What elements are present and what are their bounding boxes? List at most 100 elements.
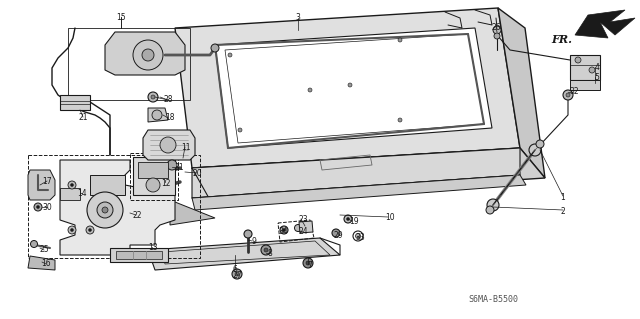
Circle shape <box>68 226 76 234</box>
Text: 3: 3 <box>296 13 300 23</box>
Polygon shape <box>28 170 55 200</box>
Text: 18: 18 <box>165 114 175 122</box>
Text: 1: 1 <box>561 194 565 203</box>
Text: 33: 33 <box>355 234 365 242</box>
Circle shape <box>398 38 402 42</box>
Circle shape <box>151 95 155 99</box>
Text: 13: 13 <box>148 243 158 253</box>
Circle shape <box>148 92 158 102</box>
Circle shape <box>536 140 544 148</box>
Text: 26: 26 <box>491 24 501 33</box>
Polygon shape <box>133 157 175 195</box>
Circle shape <box>589 67 595 73</box>
Circle shape <box>232 269 242 279</box>
Circle shape <box>332 229 340 237</box>
Circle shape <box>398 118 402 122</box>
Text: 32: 32 <box>569 87 579 97</box>
Circle shape <box>566 93 570 97</box>
Polygon shape <box>215 28 492 148</box>
Circle shape <box>244 230 252 238</box>
Text: 6: 6 <box>232 265 237 275</box>
Circle shape <box>97 202 113 218</box>
Circle shape <box>575 57 581 63</box>
Circle shape <box>308 88 312 92</box>
Text: 22: 22 <box>132 211 141 220</box>
Circle shape <box>34 203 42 211</box>
Polygon shape <box>192 148 520 198</box>
Text: 17: 17 <box>42 176 52 186</box>
Circle shape <box>261 245 271 255</box>
Circle shape <box>167 160 177 170</box>
Circle shape <box>486 206 494 214</box>
Text: 8: 8 <box>268 249 273 257</box>
Text: 20: 20 <box>192 169 202 179</box>
Polygon shape <box>570 55 600 80</box>
Circle shape <box>303 258 313 268</box>
Circle shape <box>487 199 499 211</box>
Polygon shape <box>105 32 185 75</box>
Polygon shape <box>170 200 215 225</box>
Text: 2: 2 <box>561 207 565 217</box>
Text: 25: 25 <box>39 246 49 255</box>
Text: 29: 29 <box>333 232 343 241</box>
Text: 19: 19 <box>349 218 359 226</box>
Circle shape <box>563 90 573 100</box>
Circle shape <box>86 226 94 234</box>
Circle shape <box>87 192 123 228</box>
Polygon shape <box>575 10 635 38</box>
Circle shape <box>494 33 500 39</box>
Text: 21: 21 <box>78 113 88 122</box>
Circle shape <box>294 225 301 232</box>
Circle shape <box>152 110 162 120</box>
Circle shape <box>238 128 242 132</box>
Circle shape <box>529 144 541 156</box>
Circle shape <box>228 53 232 57</box>
Circle shape <box>159 168 167 176</box>
Circle shape <box>264 248 268 252</box>
Polygon shape <box>60 155 175 255</box>
Text: 5: 5 <box>595 73 600 83</box>
Polygon shape <box>60 95 90 110</box>
Circle shape <box>211 44 219 52</box>
Polygon shape <box>175 8 520 168</box>
Polygon shape <box>570 80 600 90</box>
Polygon shape <box>110 248 168 262</box>
Text: 15: 15 <box>116 12 126 21</box>
Circle shape <box>348 83 352 87</box>
Text: 23: 23 <box>298 216 308 225</box>
Circle shape <box>493 26 501 34</box>
Circle shape <box>355 234 360 239</box>
Text: 16: 16 <box>41 259 51 269</box>
Polygon shape <box>138 162 168 178</box>
Polygon shape <box>148 108 168 122</box>
Circle shape <box>235 272 239 276</box>
Circle shape <box>306 261 310 265</box>
Polygon shape <box>299 221 313 233</box>
Text: 24: 24 <box>298 227 308 236</box>
Text: FR.: FR. <box>551 34 572 45</box>
Polygon shape <box>192 148 545 200</box>
Circle shape <box>36 205 40 209</box>
Circle shape <box>133 40 163 70</box>
Circle shape <box>102 207 108 213</box>
Circle shape <box>346 218 349 220</box>
Polygon shape <box>60 188 80 200</box>
Text: S6MA-B5500: S6MA-B5500 <box>468 295 518 305</box>
Polygon shape <box>143 130 195 160</box>
Circle shape <box>142 49 154 61</box>
Circle shape <box>88 228 92 232</box>
Circle shape <box>70 228 74 232</box>
Polygon shape <box>192 175 526 210</box>
Text: 30: 30 <box>42 203 52 211</box>
Text: 27: 27 <box>232 271 242 280</box>
Text: 31: 31 <box>174 164 184 173</box>
Circle shape <box>157 184 165 192</box>
Circle shape <box>146 178 160 192</box>
Polygon shape <box>90 175 125 195</box>
Circle shape <box>280 226 288 234</box>
Polygon shape <box>148 238 340 270</box>
Text: 10: 10 <box>385 213 395 222</box>
Polygon shape <box>116 251 162 259</box>
Text: 28: 28 <box>163 95 173 105</box>
Circle shape <box>68 181 76 189</box>
